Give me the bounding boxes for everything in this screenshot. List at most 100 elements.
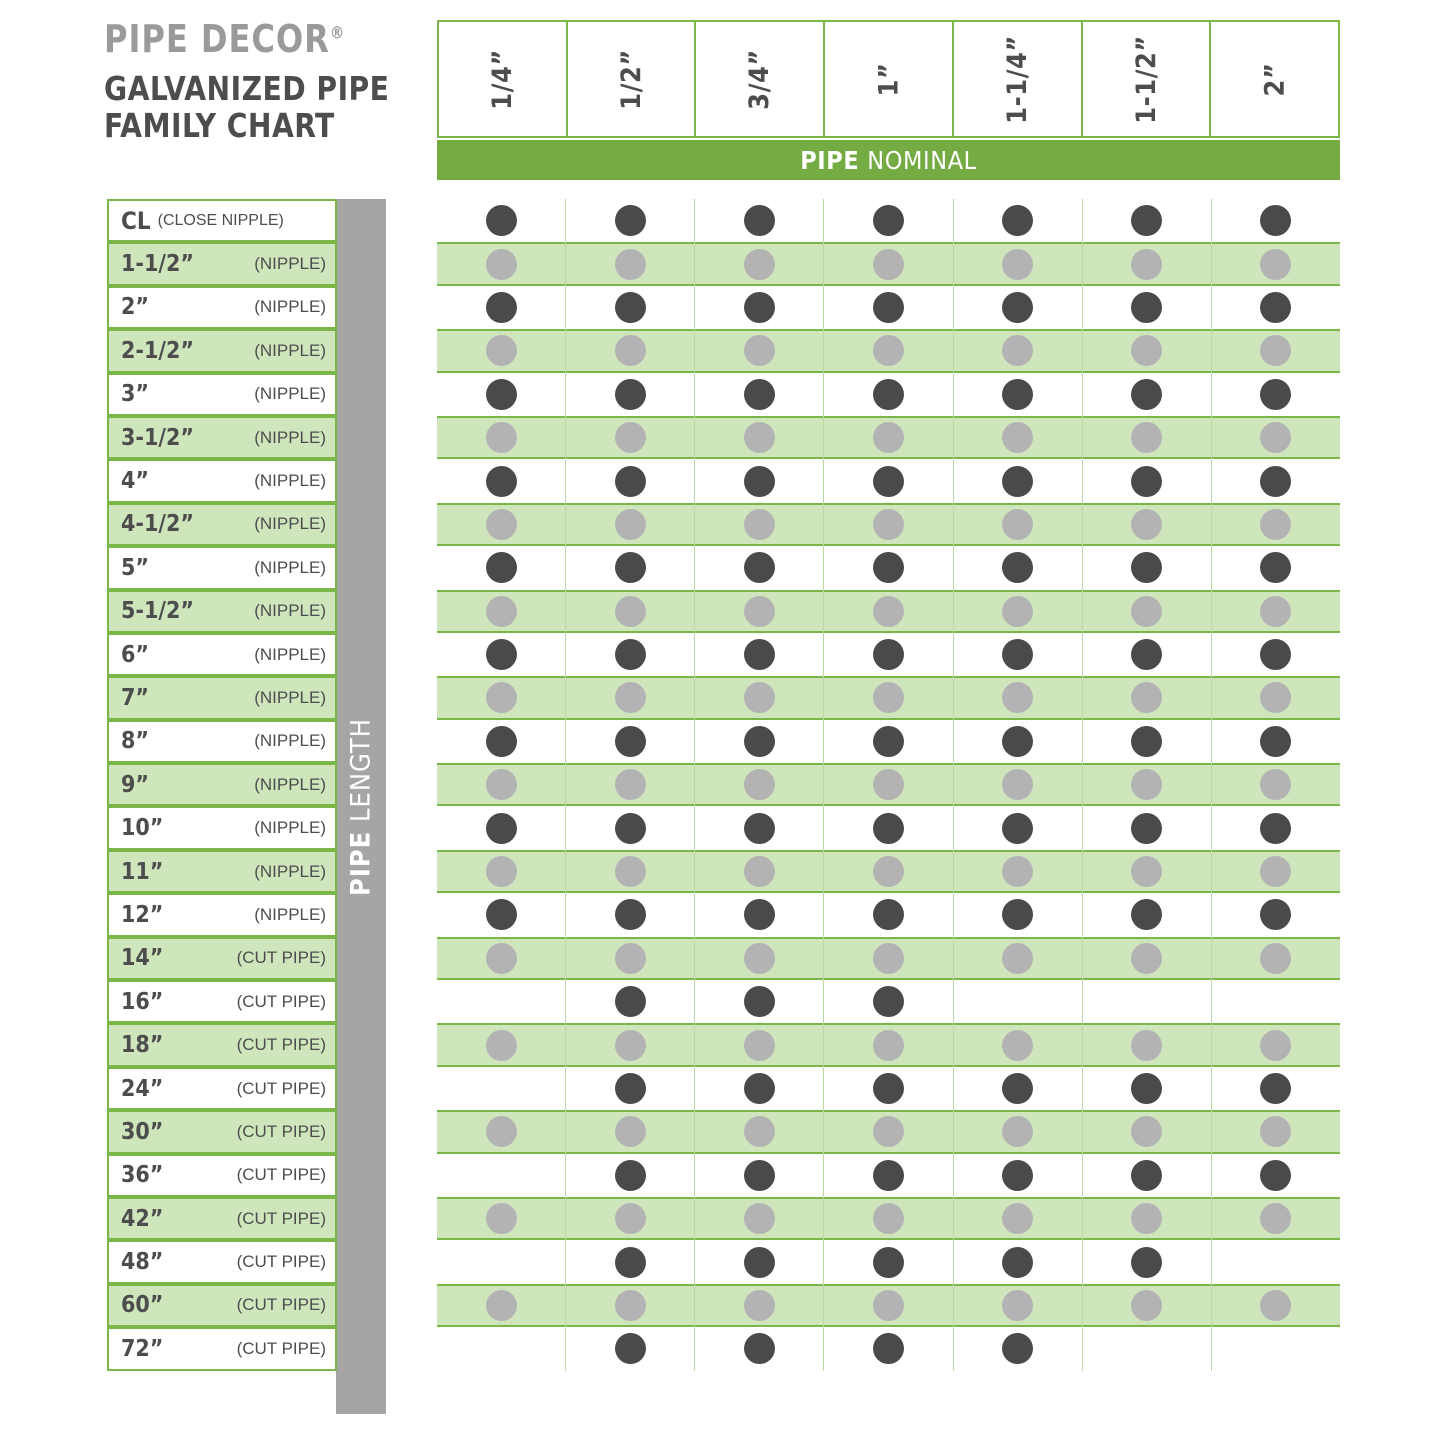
matrix-cell[interactable] xyxy=(695,806,824,849)
matrix-cell[interactable] xyxy=(824,1154,953,1197)
row-label-2[interactable]: 1-1/2” (NIPPLE) xyxy=(107,242,337,286)
matrix-cell[interactable] xyxy=(1211,850,1340,893)
matrix-cell[interactable] xyxy=(695,720,824,763)
matrix-cell[interactable] xyxy=(695,286,824,329)
matrix-cell[interactable] xyxy=(1082,1023,1211,1066)
matrix-cell[interactable] xyxy=(1211,763,1340,806)
matrix-cell[interactable] xyxy=(1082,850,1211,893)
matrix-cell[interactable] xyxy=(1082,286,1211,329)
matrix-cell[interactable] xyxy=(1082,1110,1211,1153)
matrix-cell[interactable] xyxy=(953,937,1082,980)
matrix-cell[interactable] xyxy=(824,416,953,459)
matrix-cell[interactable] xyxy=(1211,806,1340,849)
matrix-cell[interactable] xyxy=(953,676,1082,719)
matrix-cell[interactable] xyxy=(824,763,953,806)
matrix-cell[interactable] xyxy=(1082,503,1211,546)
matrix-cell[interactable] xyxy=(953,199,1082,242)
matrix-cell[interactable] xyxy=(695,459,824,502)
matrix-cell[interactable] xyxy=(953,1023,1082,1066)
matrix-cell[interactable] xyxy=(695,1110,824,1153)
matrix-cell[interactable] xyxy=(953,459,1082,502)
matrix-cell[interactable] xyxy=(953,1240,1082,1283)
matrix-cell[interactable] xyxy=(824,1284,953,1327)
matrix-cell[interactable] xyxy=(1082,937,1211,980)
matrix-cell[interactable] xyxy=(953,850,1082,893)
matrix-cell[interactable] xyxy=(1082,1197,1211,1240)
matrix-cell[interactable] xyxy=(1082,763,1211,806)
row-label-21[interactable]: 24” (CUT PIPE) xyxy=(107,1066,337,1111)
matrix-cell[interactable] xyxy=(953,893,1082,936)
matrix-cell[interactable] xyxy=(566,1067,695,1110)
matrix-cell[interactable] xyxy=(824,459,953,502)
column-header-4[interactable]: 1” xyxy=(824,20,953,138)
matrix-cell[interactable] xyxy=(824,850,953,893)
row-label-8[interactable]: 4-1/2” (NIPPLE) xyxy=(107,502,337,547)
matrix-cell[interactable] xyxy=(1082,459,1211,502)
matrix-cell[interactable] xyxy=(437,503,566,546)
row-label-7[interactable]: 4” (NIPPLE) xyxy=(107,459,337,503)
matrix-cell[interactable] xyxy=(437,1067,566,1110)
matrix-cell[interactable] xyxy=(824,1067,953,1110)
row-label-11[interactable]: 6” (NIPPLE) xyxy=(107,632,337,677)
matrix-cell[interactable] xyxy=(1211,1197,1340,1240)
matrix-cell[interactable] xyxy=(566,416,695,459)
matrix-cell[interactable] xyxy=(695,416,824,459)
matrix-cell[interactable] xyxy=(1082,590,1211,633)
matrix-cell[interactable] xyxy=(437,763,566,806)
matrix-cell[interactable] xyxy=(1211,1240,1340,1283)
matrix-cell[interactable] xyxy=(566,763,695,806)
matrix-cell[interactable] xyxy=(953,720,1082,763)
matrix-cell[interactable] xyxy=(695,373,824,416)
matrix-cell[interactable] xyxy=(437,720,566,763)
matrix-cell[interactable] xyxy=(566,850,695,893)
matrix-cell[interactable] xyxy=(1211,893,1340,936)
column-header-1[interactable]: 1/4” xyxy=(437,20,567,138)
row-label-6[interactable]: 3-1/2” (NIPPLE) xyxy=(107,415,337,460)
row-label-26[interactable]: 60” (CUT PIPE) xyxy=(107,1283,337,1328)
matrix-cell[interactable] xyxy=(824,720,953,763)
matrix-cell[interactable] xyxy=(566,286,695,329)
matrix-cell[interactable] xyxy=(1211,199,1340,242)
row-label-23[interactable]: 36” (CUT PIPE) xyxy=(107,1153,337,1197)
matrix-cell[interactable] xyxy=(824,286,953,329)
row-label-12[interactable]: 7” (NIPPLE) xyxy=(107,676,337,720)
matrix-cell[interactable] xyxy=(1082,546,1211,589)
matrix-cell[interactable] xyxy=(824,503,953,546)
matrix-cell[interactable] xyxy=(953,503,1082,546)
matrix-cell[interactable] xyxy=(824,546,953,589)
matrix-cell[interactable] xyxy=(695,199,824,242)
matrix-cell[interactable] xyxy=(695,633,824,676)
matrix-cell[interactable] xyxy=(824,676,953,719)
matrix-cell[interactable] xyxy=(824,242,953,285)
matrix-cell[interactable] xyxy=(695,242,824,285)
matrix-cell[interactable] xyxy=(437,416,566,459)
row-label-17[interactable]: 12” (NIPPLE) xyxy=(107,893,337,937)
matrix-cell[interactable] xyxy=(953,633,1082,676)
row-label-27[interactable]: 72” (CUT PIPE) xyxy=(107,1327,337,1371)
matrix-cell[interactable] xyxy=(695,1197,824,1240)
matrix-cell[interactable] xyxy=(1082,373,1211,416)
row-label-25[interactable]: 48” (CUT PIPE) xyxy=(107,1240,337,1284)
matrix-cell[interactable] xyxy=(437,850,566,893)
matrix-cell[interactable] xyxy=(824,893,953,936)
matrix-cell[interactable] xyxy=(695,676,824,719)
row-label-14[interactable]: 9” (NIPPLE) xyxy=(107,763,337,807)
matrix-cell[interactable] xyxy=(824,1327,953,1370)
column-header-2[interactable]: 1/2” xyxy=(566,20,696,138)
matrix-cell[interactable] xyxy=(566,893,695,936)
matrix-cell[interactable] xyxy=(695,1240,824,1283)
matrix-cell[interactable] xyxy=(1211,286,1340,329)
matrix-cell[interactable] xyxy=(824,806,953,849)
row-label-15[interactable]: 10” (NIPPLE) xyxy=(107,806,337,850)
matrix-cell[interactable] xyxy=(1082,980,1211,1023)
matrix-cell[interactable] xyxy=(437,590,566,633)
matrix-cell[interactable] xyxy=(1211,1327,1340,1370)
row-label-5[interactable]: 3” (NIPPLE) xyxy=(107,372,337,416)
row-label-20[interactable]: 18” (CUT PIPE) xyxy=(107,1023,337,1067)
matrix-cell[interactable] xyxy=(953,806,1082,849)
matrix-cell[interactable] xyxy=(437,937,566,980)
matrix-cell[interactable] xyxy=(1211,1154,1340,1197)
matrix-cell[interactable] xyxy=(437,1197,566,1240)
matrix-cell[interactable] xyxy=(1211,676,1340,719)
matrix-cell[interactable] xyxy=(1082,1284,1211,1327)
